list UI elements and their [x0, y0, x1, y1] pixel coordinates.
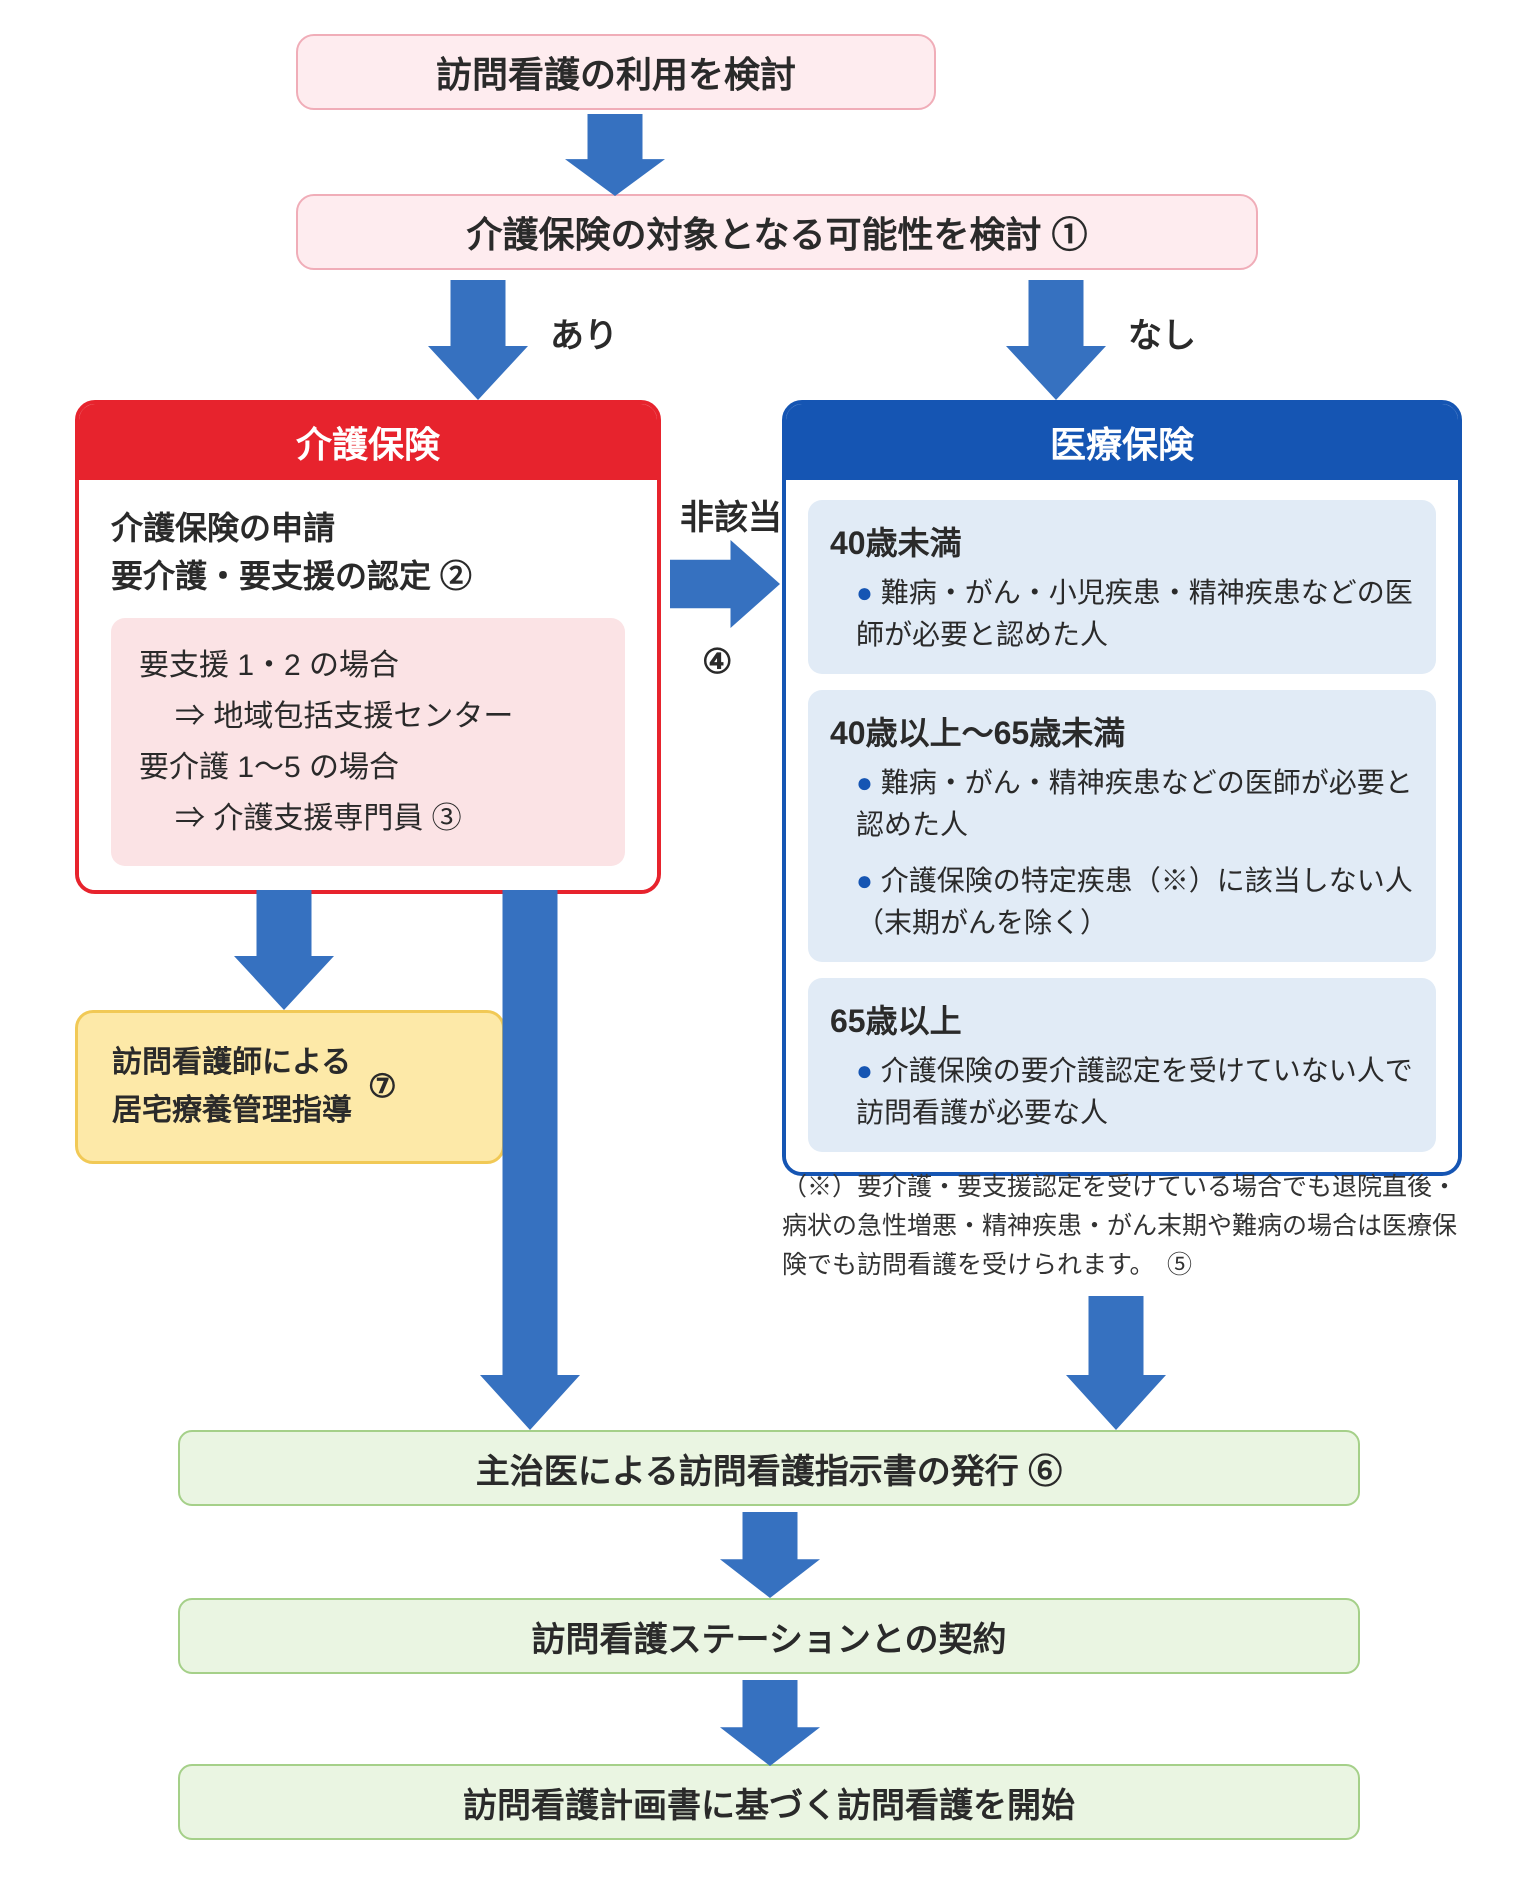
kaigo-box: 介護保険 介護保険の申請 要介護・要支援の認定 ② 要支援 1・2 の場合 ⇒ …	[75, 400, 661, 894]
arrow-a4	[670, 540, 780, 628]
text: ⇒ 地域包括支援センター	[139, 691, 597, 742]
text: ⑦	[368, 1061, 397, 1112]
footnote: （※）要介護・要支援認定を受けている場合でも退院直後・病状の急性増悪・精神疾患・…	[782, 1168, 1462, 1284]
yellow-box: 訪問看護師による 居宅療養管理指導 ⑦	[75, 1010, 505, 1164]
iryo-body: 40歳未満 難病・がん・小児疾患・精神疾患などの医師が必要と認めた人 40歳以上…	[786, 480, 1458, 1172]
label-nashi: なし	[1128, 308, 1196, 357]
step-eligibility: 介護保険の対象となる可能性を検討 ①	[296, 194, 1258, 270]
step-consider: 訪問看護の利用を検討	[296, 34, 936, 110]
text: 介護保険の申請	[111, 504, 625, 552]
text: ⇒ 介護支援専門員 ③	[139, 793, 597, 844]
step-contract: 訪問看護ステーションとの契約	[178, 1598, 1360, 1674]
arrow-a1	[565, 114, 665, 196]
arrow-a5	[234, 890, 334, 1010]
arrow-a8	[720, 1512, 820, 1598]
text: 訪問看護師による	[112, 1039, 352, 1087]
text: 要介護・要支援の認定 ②	[111, 552, 625, 600]
text: 訪問看護の利用を検討	[436, 46, 796, 98]
label-ari: あり	[550, 308, 618, 357]
group-over65: 65歳以上 介護保険の要介護認定を受けていない人で訪問看護が必要な人	[808, 978, 1436, 1152]
group-40-65: 40歳以上〜65歳未満 難病・がん・精神疾患などの医師が必要と認めた人 介護保険…	[808, 690, 1436, 962]
label-circ4: ④	[702, 642, 732, 682]
iryo-header: 医療保険	[786, 404, 1458, 480]
arrow-a3	[1006, 280, 1106, 400]
arrow-a9	[720, 1680, 820, 1766]
iryo-box: 医療保険 40歳未満 難病・がん・小児疾患・精神疾患などの医師が必要と認めた人 …	[782, 400, 1462, 1176]
kaigo-header: 介護保険	[79, 404, 657, 480]
text: 居宅療養管理指導	[112, 1087, 352, 1135]
arrow-a7	[1066, 1296, 1166, 1430]
text: 要支援 1・2 の場合	[139, 640, 597, 691]
group-under40: 40歳未満 難病・がん・小児疾患・精神疾患などの医師が必要と認めた人	[808, 500, 1436, 674]
step-instruction: 主治医による訪問看護指示書の発行 ⑥	[178, 1430, 1360, 1506]
text: 要介護 1〜5 の場合	[139, 742, 597, 793]
text: 介護保険の対象となる可能性を検討 ①	[467, 206, 1088, 258]
kaigo-body: 介護保険の申請 要介護・要支援の認定 ② 要支援 1・2 の場合 ⇒ 地域包括支…	[79, 480, 657, 890]
step-start: 訪問看護計画書に基づく訪問看護を開始	[178, 1764, 1360, 1840]
label-higaito: 非該当	[680, 490, 782, 539]
kaigo-sub: 要支援 1・2 の場合 ⇒ 地域包括支援センター 要介護 1〜5 の場合 ⇒ 介…	[111, 618, 625, 866]
flowchart-canvas: 訪問看護の利用を検討 介護保険の対象となる可能性を検討 ① あり なし 非該当 …	[0, 0, 1536, 1900]
arrow-a2	[428, 280, 528, 400]
